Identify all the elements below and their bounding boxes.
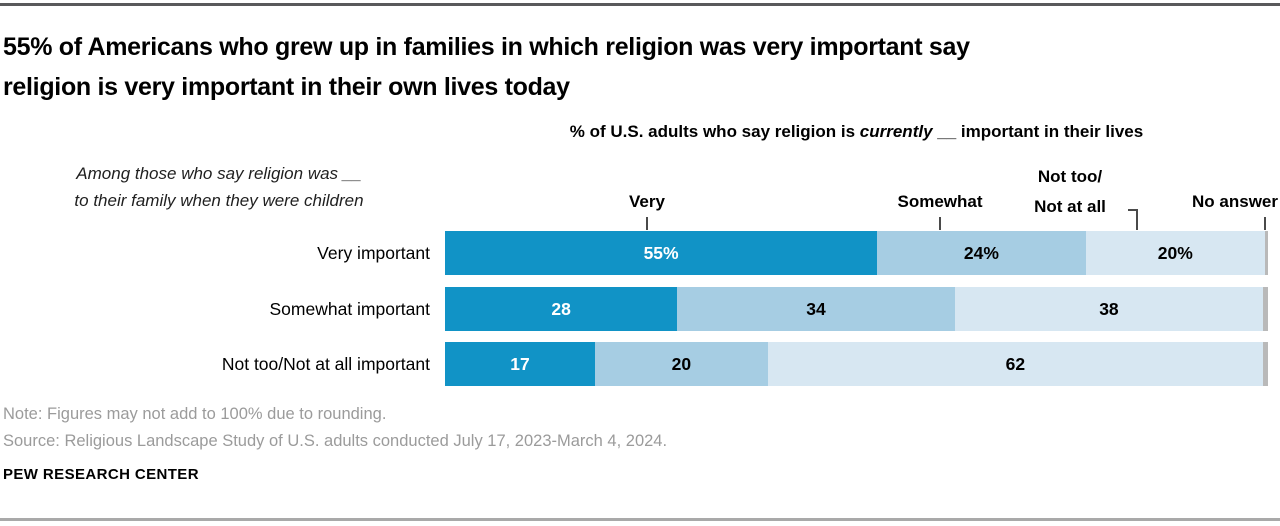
category-label-very-important: Very important [317,242,430,263]
bar-segment-somewhat: 24% [877,231,1086,275]
legend-tick-no-answer [1264,217,1266,230]
bar-segment-not-too: 20% [1085,231,1265,275]
bar-value-label: 62 [1005,353,1026,374]
bar-segment-somewhat: 20 [594,342,768,386]
bar-value-label: 20 [671,353,692,374]
axis-annotation-line-1: Among those who say religion was __ [76,164,362,183]
axis-annotation-line-2: to their family when they were children [74,191,364,210]
note-text: Note: Figures may not add to 100% due to… [3,405,387,423]
legend-no-answer: No answer [1192,192,1278,211]
bar-segment-no-answer [1263,342,1268,386]
legend-not-too-line-1: Not too/ [1037,167,1103,186]
bar-segment-no-answer [1263,287,1268,331]
pew-research-center-wordmark: PEW RESEARCH CENTER [3,466,199,483]
legend-somewhat: Somewhat [897,192,983,211]
chart-subtitle-prefix: % of U.S. adults who say religion is [569,122,860,141]
bar-segment-no-answer [1265,231,1268,275]
chart-subtitle-suffix: __ important in their lives [932,122,1144,141]
page-title: 55% of Americans who grew up in families… [3,27,1277,107]
plot-area: Very Somewhat Not too/ Not at all No ans… [445,0,1278,526]
chart-subtitle: % of U.S. adults who say religion is cur… [445,122,1268,142]
bar-value-label: 55% [643,242,679,263]
category-label-not-too-important: Not too/Not at all important [221,353,430,374]
legend-not-too-line-2: Not at all [1034,197,1106,216]
legend-tick-very [646,217,648,230]
bar-value-label: 17 [510,353,530,374]
bar-value-label: 34 [806,298,826,319]
bottom-rule [0,518,1280,521]
bar-row-very-important: 55% 24% 20% [445,231,1268,275]
category-label-somewhat-important: Somewhat important [269,298,431,319]
legend-tick-somewhat [939,217,941,230]
bar-segment-somewhat: 34 [677,287,955,331]
legend-very: Very [629,192,665,211]
bar-row-not-too-important: 17 20 62 [445,342,1268,386]
legend-connector-not-too [1128,209,1138,230]
axis-annotation: Among those who say religion was __ to t… [0,160,438,214]
bar-value-label: 38 [1099,298,1119,319]
chart-subtitle-emphasis: currently [859,122,933,141]
bar-segment-very: 17 [445,342,595,386]
bar-segment-very: 28 [445,287,678,331]
bar-value-label: 20% [1157,242,1193,263]
bar-segment-not-too: 38 [954,287,1263,331]
top-rule [0,3,1280,6]
category-labels: Very important Somewhat important Not to… [0,0,430,526]
bar-segment-very: 55% [445,231,878,275]
page-title-line-1: 55% of Americans who grew up in families… [3,33,970,61]
bar-value-label: 24% [963,242,999,263]
bar-segment-not-too: 62 [767,342,1263,386]
page-title-line-2: religion is very important in their own … [3,73,570,101]
bar-value-label: 28 [551,298,571,319]
legend-not-too: Not too/ Not at all [1034,162,1106,222]
source-text: Source: Religious Landscape Study of U.S… [3,432,668,450]
bar-row-somewhat-important: 28 34 38 [445,287,1268,331]
